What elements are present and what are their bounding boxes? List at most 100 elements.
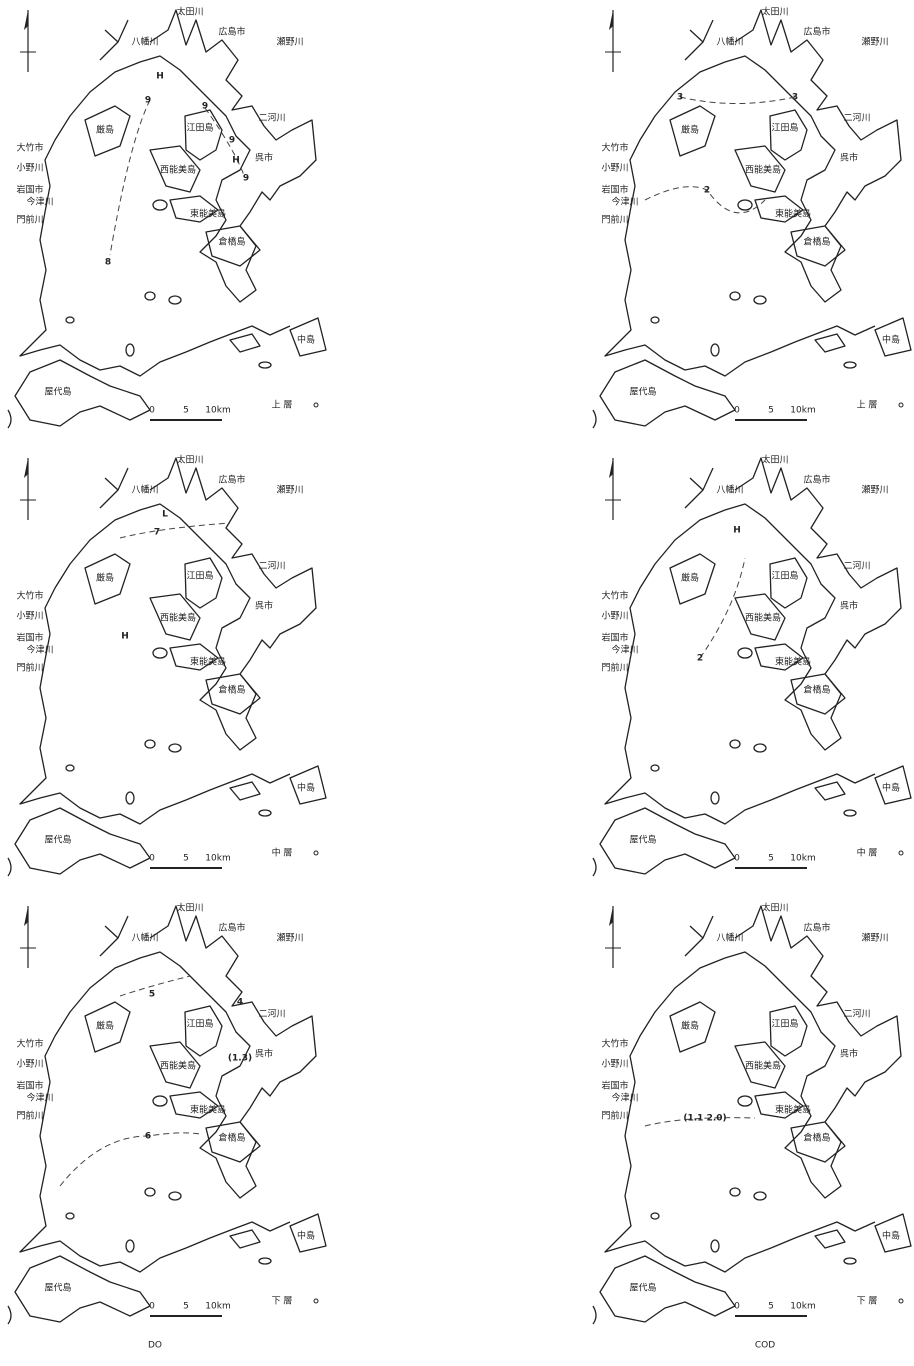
place-label: 二河川 <box>258 112 285 124</box>
place-label: 広島市 <box>218 922 245 934</box>
contour-label: 7 <box>154 528 160 538</box>
place-label: 太田川 <box>176 902 203 914</box>
layer-label: 中 層 <box>272 847 293 859</box>
place-label: 門前川 <box>16 1110 43 1122</box>
contour-label: 9 <box>229 136 235 146</box>
layer-label: 上 層 <box>857 400 878 411</box>
place-label: 瀬野川 <box>276 36 303 48</box>
place-label: 呉市 <box>840 1048 858 1060</box>
place-label: 瀬野川 <box>276 484 303 496</box>
scale-label: 10km <box>205 854 230 864</box>
map-panel: 太田川八幡川広島市瀬野川厳島江田島二河川呉市大竹市小野川岩国市今津川門前川西能美… <box>8 902 326 1325</box>
place-label: 中島 <box>882 334 900 346</box>
contour-label: 2 <box>704 186 710 196</box>
place-label: 門前川 <box>16 214 43 226</box>
place-label: 東能美島 <box>190 656 226 668</box>
contour-label: 8 <box>105 258 111 268</box>
place-label: 瀬野川 <box>861 484 888 496</box>
place-label: 倉橋島 <box>803 684 830 696</box>
scale-label: 10km <box>790 406 815 416</box>
contour-label: (1.1 2.0) <box>683 1114 726 1124</box>
place-label: 呉市 <box>255 600 273 612</box>
scale-label: 10km <box>205 1302 230 1312</box>
place-label: 広島市 <box>218 26 245 38</box>
place-label: 西能美島 <box>160 1060 196 1072</box>
place-label: 東能美島 <box>190 1104 226 1116</box>
place-label: 大竹市 <box>601 1038 628 1050</box>
place-label: 八幡川 <box>716 484 743 496</box>
layer-label: 上 層 <box>272 400 293 411</box>
coastline <box>593 10 911 428</box>
place-label: 二河川 <box>843 560 870 572</box>
contour-line <box>120 523 230 538</box>
place-label: 門前川 <box>601 662 628 674</box>
place-label: 今津川 <box>26 644 53 656</box>
scale-label: 5 <box>768 406 774 416</box>
place-label: 呉市 <box>255 1048 273 1060</box>
place-label: 倉橋島 <box>803 1132 830 1144</box>
place-label: 太田川 <box>176 6 203 18</box>
place-label: 倉橋島 <box>218 236 245 248</box>
place-label: 小野川 <box>16 163 43 174</box>
coastline <box>8 458 326 876</box>
place-label: 江田島 <box>771 570 798 582</box>
place-label: 門前川 <box>16 662 43 674</box>
layer-label: 中 層 <box>857 847 878 859</box>
place-label: 呉市 <box>840 600 858 612</box>
contour-label: (1.3) <box>228 1054 252 1064</box>
scale-label: 10km <box>205 406 230 416</box>
place-label: 大竹市 <box>601 590 628 602</box>
contour-label: 2 <box>697 654 703 664</box>
scale-label: 5 <box>768 854 774 864</box>
place-label: 二河川 <box>258 1008 285 1020</box>
figure: 太田川八幡川広島市瀬野川厳島江田島二河川呉市大竹市小野川岩国市今津川門前川西能美… <box>0 0 914 1362</box>
contour-label: H <box>156 72 164 82</box>
place-label: 広島市 <box>803 474 830 486</box>
contour-label: H <box>733 526 741 536</box>
place-label: 今津川 <box>611 1092 638 1104</box>
place-label: 小野川 <box>16 611 43 622</box>
coastline <box>8 10 326 428</box>
column-caption: COD <box>755 1341 775 1351</box>
place-label: 屋代島 <box>629 386 656 398</box>
place-label: 八幡川 <box>131 484 158 496</box>
contour-label: H <box>232 156 240 166</box>
place-label: 東能美島 <box>190 208 226 220</box>
place-label: 厳島 <box>681 124 699 136</box>
contour-label: 3 <box>792 93 798 103</box>
place-label: 二河川 <box>258 560 285 572</box>
place-label: 中島 <box>297 782 315 794</box>
place-label: 岩国市 <box>16 1080 43 1092</box>
scale-label: 0 <box>734 1302 740 1312</box>
place-label: 今津川 <box>26 196 53 208</box>
place-label: 門前川 <box>601 214 628 226</box>
place-label: 東能美島 <box>775 1104 811 1116</box>
contour-label: 9 <box>145 96 151 106</box>
coastline <box>593 906 911 1324</box>
scale-label: 0 <box>149 406 155 416</box>
place-label: 太田川 <box>761 454 788 466</box>
place-label: 小野川 <box>601 1059 628 1070</box>
scale-label: 5 <box>183 1302 189 1312</box>
contour-label: 6 <box>145 1132 151 1142</box>
place-label: 大竹市 <box>16 142 43 154</box>
contour-label: 5 <box>149 990 155 1000</box>
scale-label: 0 <box>149 854 155 864</box>
place-label: 倉橋島 <box>218 1132 245 1144</box>
contour-line <box>60 1133 200 1186</box>
scale-label: 10km <box>790 854 815 864</box>
place-label: 江田島 <box>186 1018 213 1030</box>
place-label: 東能美島 <box>775 208 811 220</box>
place-label: 門前川 <box>601 1110 628 1122</box>
place-label: 大竹市 <box>601 142 628 154</box>
place-label: 屋代島 <box>629 834 656 846</box>
place-label: 太田川 <box>761 902 788 914</box>
scale-label: 5 <box>183 406 189 416</box>
layer-label: 下 層 <box>857 1296 878 1307</box>
place-label: 瀬野川 <box>861 932 888 944</box>
place-label: 岩国市 <box>16 632 43 644</box>
place-label: 今津川 <box>26 1092 53 1104</box>
place-label: 広島市 <box>803 26 830 38</box>
place-label: 太田川 <box>761 6 788 18</box>
place-label: 八幡川 <box>131 932 158 944</box>
